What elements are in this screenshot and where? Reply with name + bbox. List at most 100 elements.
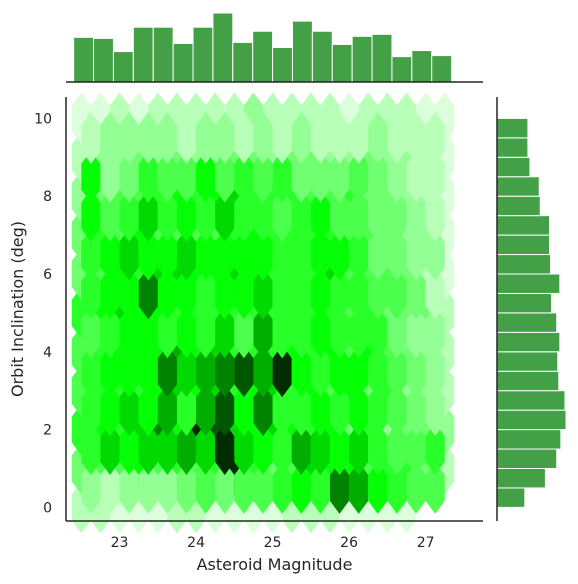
hexbin-cell <box>100 189 120 242</box>
hexbin-cell <box>215 267 235 320</box>
marginal-y-bar <box>496 195 541 217</box>
hexbin-cell <box>272 306 292 359</box>
y-tick-label: 0 <box>43 500 52 516</box>
hexbin-cell <box>291 462 311 514</box>
hexbin-cell <box>425 462 445 514</box>
hexbin-cell <box>406 462 426 514</box>
hexbin-cell <box>349 462 369 514</box>
hexbin-cell <box>349 267 369 320</box>
hexbin-cell <box>119 111 139 164</box>
hexbin-cell <box>329 384 350 437</box>
x-tick-label: 25 <box>264 535 282 551</box>
marginal-x-bar <box>391 56 413 83</box>
hexbin-cell <box>196 189 216 242</box>
hexbin-cell <box>387 462 407 514</box>
hexbin-cell <box>425 228 445 281</box>
y-tick-labels: 0 2 4 6 8 10 <box>34 111 52 516</box>
hexbin-cell <box>138 150 158 203</box>
hexbin-cell <box>100 462 120 514</box>
hexbin-cell <box>234 306 254 359</box>
hexbin-cell <box>176 228 197 281</box>
hexbin-cell <box>425 384 445 437</box>
hexbin-cell <box>157 150 177 203</box>
hexbin-cell <box>310 345 330 398</box>
hexbin-cell <box>234 384 254 437</box>
y-axis-label: Orbit Inclination (deg) <box>8 221 27 397</box>
marginal-y-bar <box>496 448 558 469</box>
hexbin-cell <box>368 423 388 475</box>
hexbin-cell <box>100 423 120 475</box>
hexbin-cell <box>81 111 101 164</box>
hexbin-cell <box>138 384 158 437</box>
hexbin-cell <box>253 228 273 281</box>
hexbin-cell <box>368 267 388 320</box>
hexbin-cell <box>215 228 235 281</box>
hexbin-cell <box>100 306 120 359</box>
hexbin-cell <box>329 228 350 281</box>
y-tick-label: 2 <box>43 423 52 439</box>
marginal-x-bar <box>93 37 114 83</box>
hexbin-cell <box>119 345 139 398</box>
hexbin-cell <box>291 384 311 437</box>
hexbin-cell <box>234 111 254 164</box>
marginal-y-bar <box>496 370 560 392</box>
marginal-y-bar <box>496 487 526 508</box>
hexbin-cell <box>100 111 120 164</box>
hexbin-cell <box>234 150 254 203</box>
marginal-y-bar <box>496 254 552 275</box>
hexbin-cell <box>329 345 350 398</box>
marginal-x-bar <box>192 26 214 83</box>
hexbin-cell <box>349 228 369 281</box>
hexbin-cell <box>176 267 197 320</box>
hexbin-cell <box>138 345 158 398</box>
hexbin-cell <box>406 267 426 320</box>
hexbin-cell <box>425 189 445 242</box>
hexbin-cell <box>100 384 120 437</box>
hexbin-cell <box>215 423 235 475</box>
hexbin-cell <box>349 111 369 164</box>
marginal-y-bar <box>496 234 551 256</box>
hexbin-cell <box>349 345 369 398</box>
hexbin-cell <box>272 228 292 281</box>
marginal-y-bar <box>496 292 553 314</box>
hexbin-cell <box>234 345 254 398</box>
marginal-y-bar <box>496 117 529 139</box>
hexbin-cell <box>157 345 177 398</box>
hexbin-cell <box>291 111 311 164</box>
hexbin-cell <box>138 267 158 320</box>
hexbin-cell <box>310 189 330 242</box>
hexbin-cell <box>349 150 369 203</box>
hexbin-cell <box>272 345 292 398</box>
hexbin-cell <box>81 306 101 359</box>
hexbin-cell <box>196 111 216 164</box>
y-tick-label: 10 <box>34 111 52 127</box>
hexbin-cell <box>329 267 350 320</box>
hexbin-cell <box>368 462 388 514</box>
hexbin-cell <box>119 423 139 475</box>
hexbin-cell <box>406 306 426 359</box>
hexbin-cell <box>387 306 407 359</box>
hexbin-cell <box>81 423 101 475</box>
hexbin-cell <box>406 111 426 164</box>
hexbin-cell <box>253 384 273 437</box>
hexbin-cell <box>272 384 292 437</box>
hexbin-cell <box>253 111 273 164</box>
hexbin-cell <box>291 345 311 398</box>
hexbin-cell <box>425 267 445 320</box>
hexbin-cell <box>196 306 216 359</box>
hexbin-cell <box>291 150 311 203</box>
hexbin-cell <box>253 423 273 475</box>
hexbin-cell <box>196 462 216 514</box>
hexbin-cell <box>119 306 139 359</box>
hexbin-cell <box>310 462 330 514</box>
hexbin-cell <box>215 306 235 359</box>
hexbin-cell <box>387 384 407 437</box>
marginal-y-histogram <box>496 117 567 508</box>
hexbin-cell <box>119 228 139 281</box>
x-tick-label: 27 <box>417 535 435 551</box>
marginal-y-bar <box>496 331 561 353</box>
x-tick-label: 24 <box>187 535 205 551</box>
hexbin-cell <box>100 345 120 398</box>
hexbin-cell <box>157 189 177 242</box>
